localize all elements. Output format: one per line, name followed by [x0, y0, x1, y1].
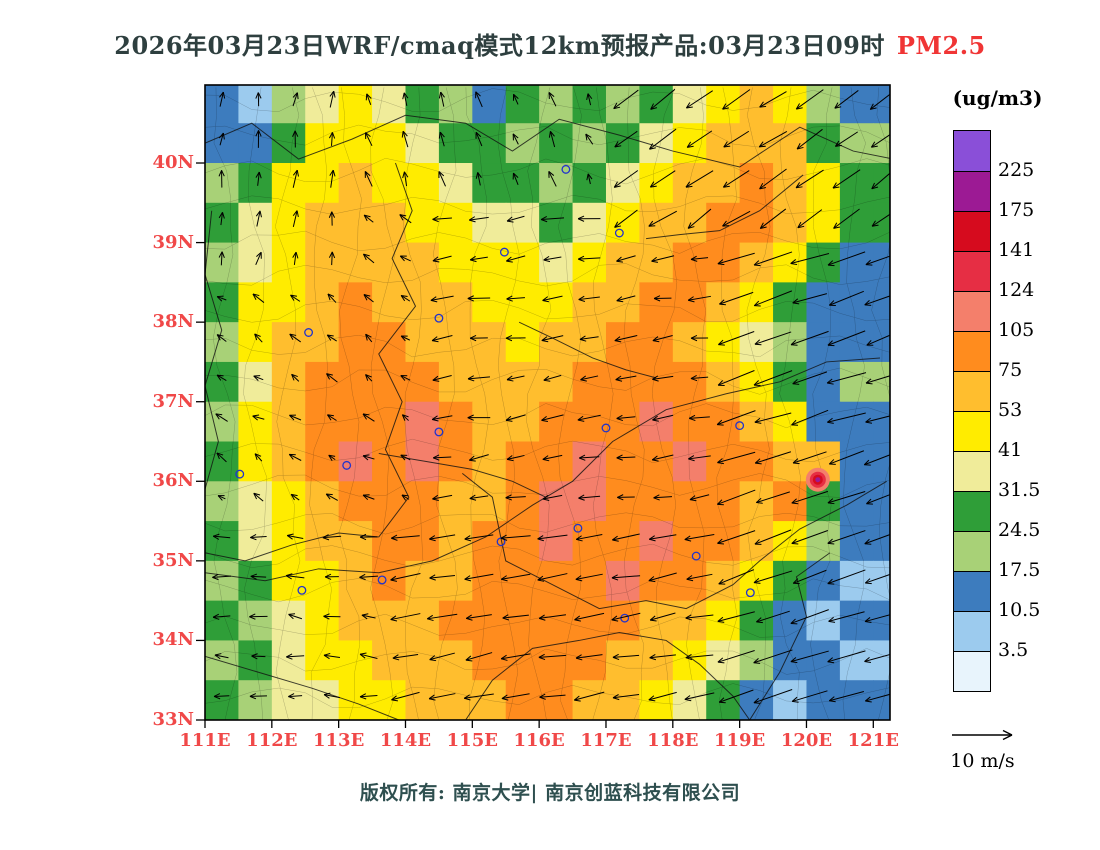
colorbar-tick-label: 10.5	[998, 599, 1041, 621]
city-markers	[235, 164, 755, 623]
axis-ticks	[196, 162, 874, 728]
colorbar-segment	[954, 611, 990, 651]
lon-axis-label: 113E	[313, 730, 365, 751]
lon-axis-label: 111E	[179, 730, 231, 751]
colorbar-segment	[954, 291, 990, 331]
boundary-lines	[205, 114, 890, 720]
colorbar-tick-label: 75	[998, 359, 1023, 381]
forecast-title: 2026年03月23日WRF/cmaq模式12km预报产品:03月23日09时	[114, 31, 885, 60]
colorbar-tick-label: 124	[998, 279, 1035, 301]
lat-axis-label: 36N	[152, 470, 194, 492]
colorbar-tick-label: 53	[998, 399, 1023, 421]
lon-axis-label: 117E	[580, 730, 632, 751]
colorbar-tick-label: 24.5	[998, 519, 1041, 541]
wind-arrow-icon	[952, 729, 1013, 741]
colorbar-segment	[954, 331, 990, 371]
lon-axis-label: 121E	[847, 730, 899, 751]
lat-axis-label: 34N	[152, 629, 194, 651]
colorbar-tick-label: 3.5	[998, 639, 1029, 661]
lat-axis-label: 35N	[152, 549, 194, 571]
lon-axis-label: 115E	[446, 730, 498, 751]
colorbar-tick-label: 31.5	[998, 479, 1041, 501]
colorbar-segment	[954, 171, 990, 211]
copyright-footer: 版权所有: 南京大学| 南京创蓝科技有限公司	[359, 782, 741, 804]
county-mesh	[205, 87, 890, 720]
species-label: PM2.5	[896, 31, 986, 60]
colorbar-segment	[954, 411, 990, 451]
colorbar-segment	[954, 531, 990, 571]
colorbar	[953, 130, 991, 692]
colorbar-segment	[954, 371, 990, 411]
colorbar-segment	[954, 211, 990, 251]
colorbar-tick-label: 225	[998, 159, 1035, 181]
wind-reference-label: 10 m/s	[950, 750, 1015, 772]
lat-axis-label: 33N	[152, 709, 194, 730]
colorbar-tick-label: 17.5	[998, 559, 1041, 581]
colorbar-tick-label: 175	[998, 199, 1035, 221]
lon-axis-label: 119E	[713, 730, 766, 751]
lon-axis-label: 114E	[379, 730, 432, 751]
wind-arrows	[212, 88, 890, 704]
colorbar-tick-label: 141	[998, 239, 1035, 261]
colorbar-tick-label: 41	[998, 439, 1023, 461]
lon-axis-label: 120E	[780, 730, 833, 751]
wind-reference: 10 m/s	[940, 726, 1025, 772]
lat-axis-label: 38N	[152, 311, 194, 333]
lat-axis-label: 40N	[152, 152, 194, 173]
field-layer	[205, 85, 890, 720]
lon-axis-label: 118E	[647, 730, 699, 751]
hotspot	[805, 467, 830, 492]
lon-axis-label: 112E	[246, 730, 298, 751]
colorbar-segment	[954, 651, 990, 691]
lat-axis-label: 37N	[152, 390, 194, 412]
colorbar-segment	[954, 451, 990, 491]
colorbar-unit-label: (ug/m3)	[952, 86, 1043, 110]
lon-axis-label: 116E	[513, 730, 565, 751]
map-frame	[204, 84, 891, 721]
colorbar-segment	[954, 571, 990, 611]
colorbar-segment	[954, 131, 990, 171]
lat-axis-label: 39N	[152, 231, 194, 253]
colorbar-segment	[954, 491, 990, 531]
colorbar-tick-label: 105	[998, 319, 1035, 341]
forecast-map	[196, 84, 891, 728]
page-title: 2026年03月23日WRF/cmaq模式12km预报产品:03月23日09时 P…	[0, 26, 1100, 61]
colorbar-segment	[954, 251, 990, 291]
